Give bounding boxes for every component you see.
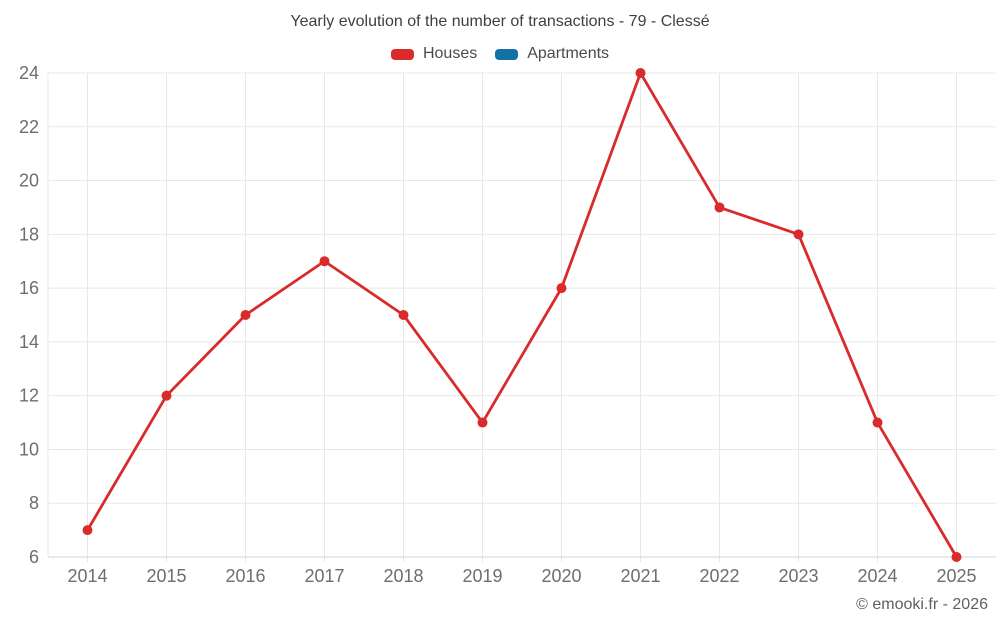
y-tick-label: 10	[19, 439, 39, 459]
x-tick-label-2024: 2024	[857, 566, 897, 586]
series-houses	[82, 68, 962, 562]
point-houses-2022[interactable]	[714, 202, 725, 213]
chart-title: Yearly evolution of the number of transa…	[290, 13, 710, 30]
point-houses-2025[interactable]	[951, 552, 962, 562]
y-tick-label: 8	[29, 493, 39, 513]
y-tick-label: 24	[19, 63, 39, 83]
point-houses-2015[interactable]	[161, 390, 172, 401]
y-tick-label: 14	[19, 332, 39, 352]
houses-series-swatch-icon	[390, 48, 414, 60]
point-houses-2017[interactable]	[319, 256, 330, 267]
x-tick-label-2025: 2025	[936, 566, 976, 586]
x-tick-label-2022: 2022	[699, 566, 739, 586]
chart-legend: Houses Apartments	[0, 45, 1000, 63]
point-houses-2018[interactable]	[398, 310, 409, 320]
point-houses-2019[interactable]	[477, 417, 488, 428]
y-tick-label: 12	[19, 386, 39, 406]
gridlines	[47, 72, 996, 562]
legend-item-apartments[interactable]: Apartments	[495, 45, 609, 63]
legend-label-apartments: Apartments	[527, 45, 610, 62]
y-tick-label: 16	[19, 278, 39, 298]
point-houses-2024[interactable]	[872, 417, 883, 428]
y-tick-label: 20	[19, 171, 39, 191]
footer-credit: © emooki.fr - 2026	[856, 596, 988, 613]
apartments-series-swatch-icon	[495, 48, 519, 60]
point-houses-2021[interactable]	[635, 68, 646, 78]
legend-label-houses: Houses	[422, 45, 478, 62]
x-tick-label-2018: 2018	[383, 566, 423, 586]
point-houses-2014[interactable]	[82, 525, 93, 536]
point-houses-2016[interactable]	[240, 310, 251, 320]
y-tick-label: 22	[19, 117, 39, 137]
x-tick-label-2015: 2015	[146, 566, 186, 586]
point-houses-2023[interactable]	[793, 229, 804, 240]
x-tick-label-2023: 2023	[778, 566, 818, 586]
x-tick-label-2014: 2014	[67, 566, 107, 586]
y-tick-label: 18	[19, 224, 39, 244]
point-houses-2020[interactable]	[556, 283, 567, 294]
x-tick-label-2017: 2017	[304, 566, 344, 586]
y-tick-label: 6	[29, 547, 39, 567]
x-tick-label-2016: 2016	[225, 566, 265, 586]
x-tick-label-2021: 2021	[620, 566, 660, 586]
legend-item-houses[interactable]: Houses	[390, 45, 478, 63]
x-tick-label-2020: 2020	[541, 566, 581, 586]
x-tick-label-2019: 2019	[462, 566, 502, 586]
